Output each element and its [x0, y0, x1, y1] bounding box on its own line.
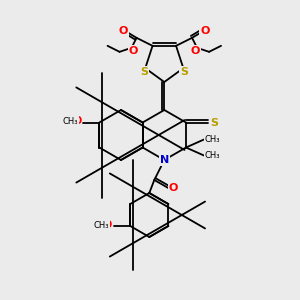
- Text: S: S: [210, 118, 218, 128]
- Text: N: N: [160, 155, 169, 165]
- Text: O: O: [73, 116, 81, 127]
- Text: S: S: [180, 67, 188, 77]
- Text: O: O: [129, 46, 138, 56]
- Text: CH₃: CH₃: [63, 117, 78, 126]
- Text: S: S: [140, 67, 148, 77]
- Text: O: O: [104, 220, 112, 230]
- Text: O: O: [119, 26, 128, 36]
- Text: CH₃: CH₃: [94, 220, 109, 230]
- Text: CH₃: CH₃: [204, 135, 220, 144]
- Text: CH₃: CH₃: [204, 151, 220, 160]
- Text: O: O: [190, 46, 200, 56]
- Text: O: O: [169, 183, 178, 193]
- Text: O: O: [200, 26, 210, 36]
